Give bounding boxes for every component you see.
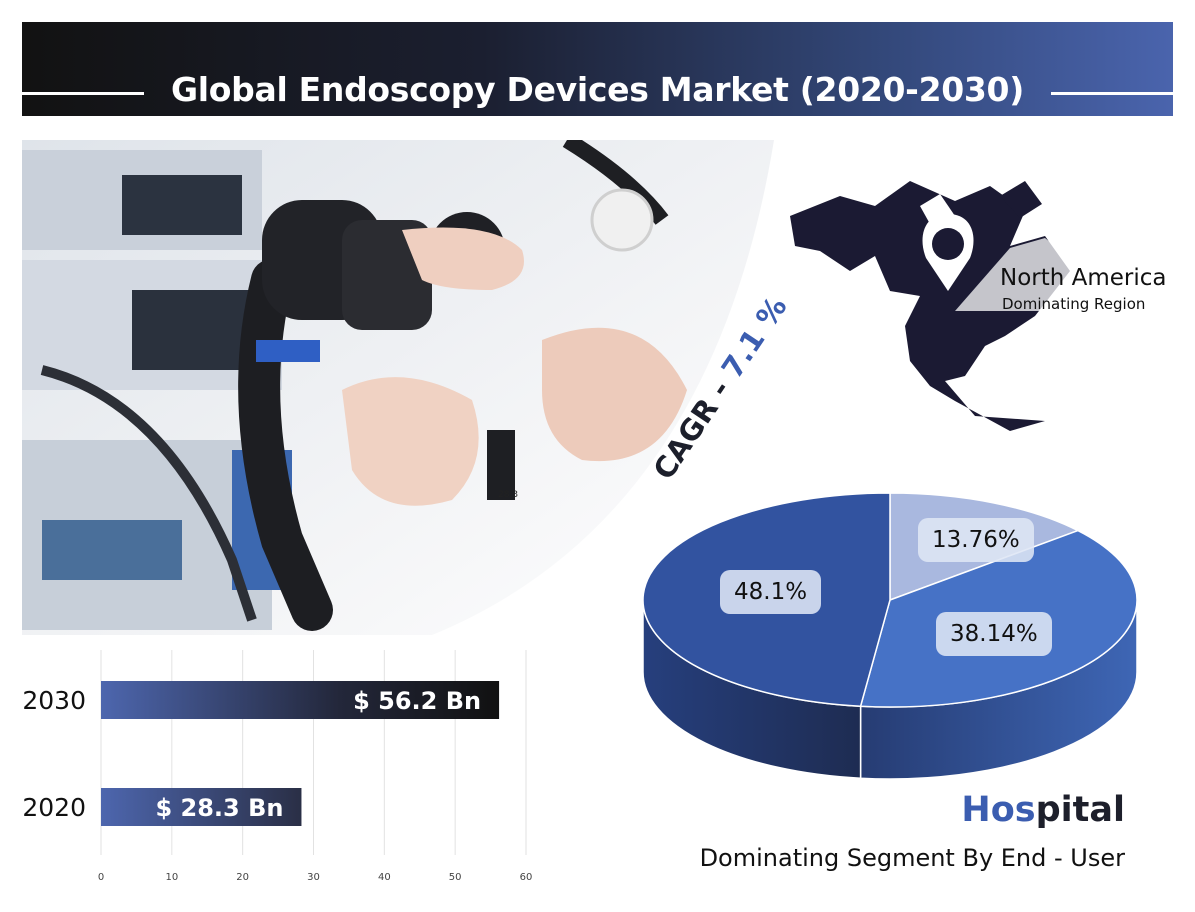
category-label: 2020 xyxy=(22,793,86,822)
x-tick-label: 30 xyxy=(307,872,320,883)
segment-name-rest: pital xyxy=(1035,790,1125,830)
pie-label-13: 13.76% xyxy=(918,518,1034,562)
bar-2030 xyxy=(101,681,500,719)
title-banner: Global Endoscopy Devices Market (2020-20… xyxy=(22,22,1173,116)
location-pin-icon xyxy=(922,214,974,291)
pie-label-38: 38.14% xyxy=(936,612,1052,656)
segment-name-accent: Hos xyxy=(961,790,1036,830)
bar-data-label: $ 28.3 Bn xyxy=(155,794,283,822)
stray-data-label: 28.3 xyxy=(498,490,519,500)
bar-2020 xyxy=(101,788,302,826)
segment-subtitle: Dominating Segment By End - User xyxy=(699,844,1125,872)
end-user-pie-chart xyxy=(642,492,1138,780)
bar-chart-categories: 2030 2020 xyxy=(22,686,86,822)
endoscope-photo xyxy=(22,140,774,635)
region-name: North America xyxy=(1000,265,1167,291)
x-tick-label: 60 xyxy=(520,872,533,883)
banner-left-rule xyxy=(22,92,144,95)
bar-data-label: $ 56.2 Bn xyxy=(353,687,481,715)
segment-name: Hospital xyxy=(961,790,1125,830)
banner-right-rule xyxy=(1051,92,1173,95)
page-title: Global Endoscopy Devices Market (2020-20… xyxy=(171,70,1024,109)
x-tick-label: 0 xyxy=(98,872,104,883)
category-label: 2030 xyxy=(22,686,86,715)
x-tick-label: 20 xyxy=(236,872,249,883)
bar-chart-bars xyxy=(101,681,500,826)
x-tick-label: 10 xyxy=(165,872,178,883)
pie-label-48: 48.1% xyxy=(720,570,822,614)
bar-chart-x-ticks: 0 10 20 30 40 50 60 xyxy=(98,872,533,883)
x-tick-label: 50 xyxy=(449,872,462,883)
bar-chart-data-labels: $ 56.2 Bn $ 28.3 Bn xyxy=(155,687,481,822)
north-america-map xyxy=(790,181,1080,431)
x-tick-label: 40 xyxy=(378,872,391,883)
region-subtitle: Dominating Region xyxy=(1002,295,1146,313)
